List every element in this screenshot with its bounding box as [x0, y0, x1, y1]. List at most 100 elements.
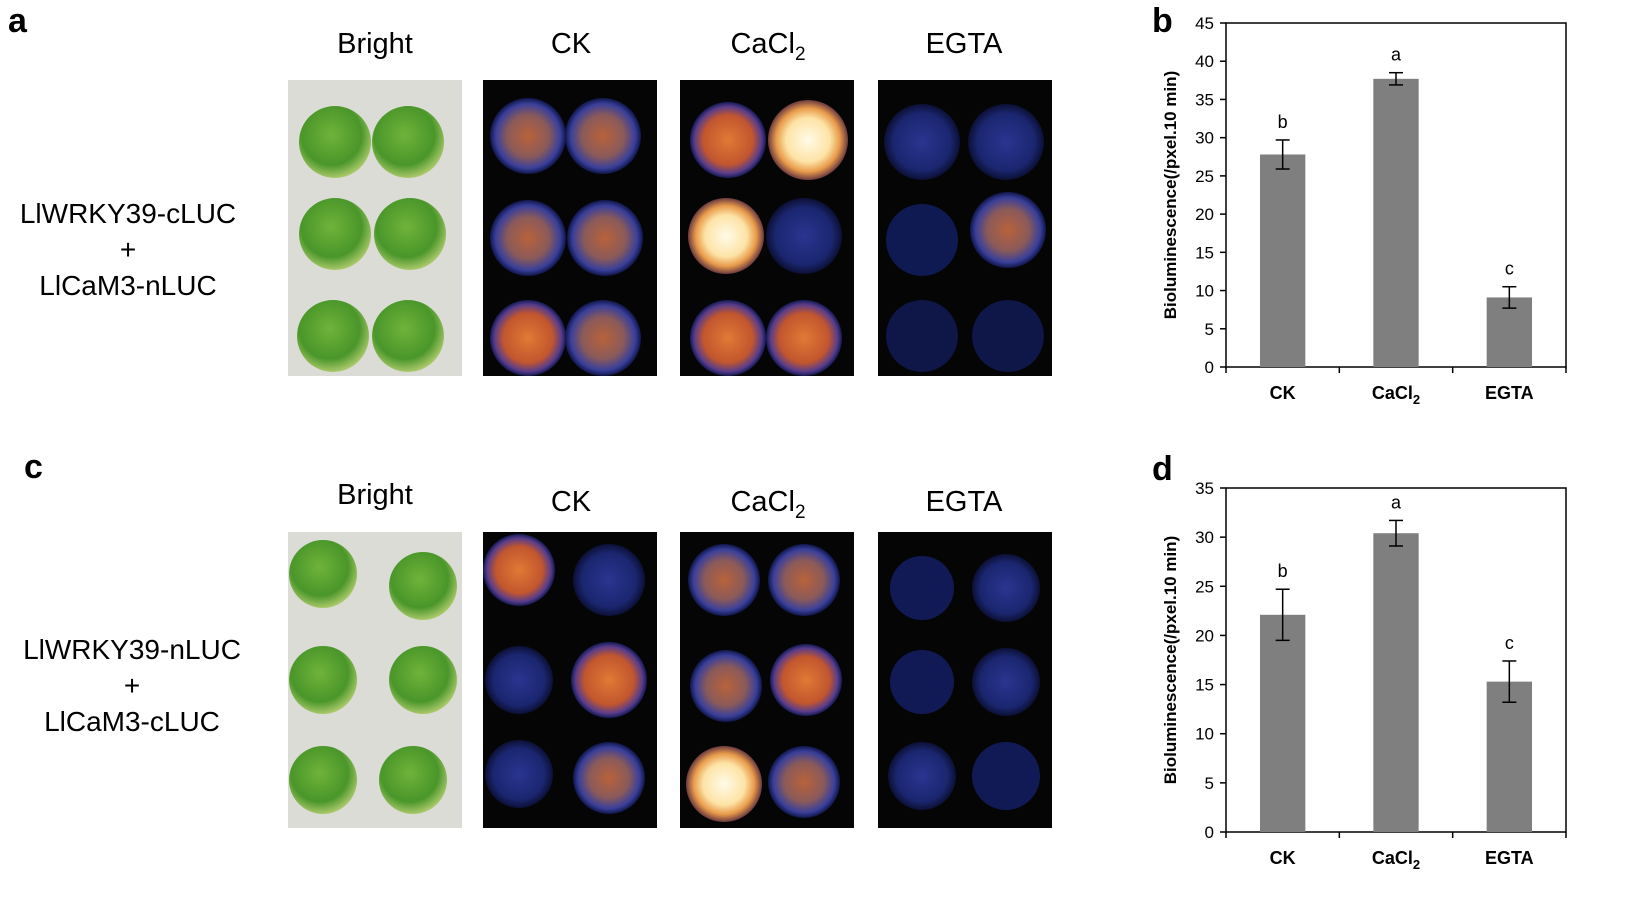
luminescent-disc [968, 104, 1044, 180]
luminescent-disc [690, 102, 766, 178]
bar [1373, 533, 1419, 832]
leaf-disc [289, 646, 357, 714]
luminescent-disc [573, 742, 645, 814]
luminescent-disc [690, 650, 762, 722]
luminescent-disc [972, 300, 1044, 372]
significance-label: c [1505, 633, 1514, 653]
category-label: EGTA [1485, 383, 1534, 403]
luminescent-disc [890, 556, 954, 620]
construct-top-plus: + [119, 234, 137, 265]
panel-label-a: a [8, 2, 27, 40]
construct-bottom-plus: + [123, 670, 141, 701]
y-tick-label: 5 [1205, 774, 1214, 793]
category-label: CK [1270, 383, 1296, 403]
luminescent-disc [565, 300, 641, 376]
luminescent-disc [886, 204, 958, 276]
significance-label: c [1505, 259, 1514, 279]
y-tick-label: 25 [1195, 577, 1214, 596]
luminescent-disc [688, 544, 760, 616]
y-tick-label: 40 [1195, 52, 1214, 71]
luminescent-disc [890, 650, 954, 714]
header-top-bright: Bright [337, 28, 413, 60]
plate-top-bright [288, 80, 462, 376]
y-tick-label: 35 [1195, 479, 1214, 498]
leaf-disc [379, 746, 447, 814]
y-axis-label: Bioluminescence(/pxel.10 min) [1161, 536, 1180, 784]
category-label: EGTA [1485, 848, 1534, 868]
header-top-cacl2-base: CaCl [730, 28, 795, 60]
luminescent-disc [483, 534, 555, 606]
leaf-disc [289, 746, 357, 814]
bar [1260, 614, 1306, 832]
header-bottom-cacl2-base: CaCl [730, 486, 795, 518]
category-label: CK [1270, 848, 1296, 868]
luminescent-disc [766, 198, 842, 274]
significance-label: b [1278, 112, 1288, 132]
y-tick-label: 15 [1195, 676, 1214, 695]
significance-label: a [1391, 492, 1402, 512]
luminescent-disc [690, 300, 766, 376]
construct-bottom-line1: LlWRKY39-nLUC [23, 634, 241, 665]
luminescent-disc [490, 98, 566, 174]
plate-top-ck [483, 80, 657, 376]
luminescent-disc [688, 198, 764, 274]
plate-bottom-ck [483, 532, 657, 828]
header-bottom-cacl2: CaCl2 [678, 488, 858, 522]
bar [1260, 154, 1306, 367]
leaf-disc [289, 540, 357, 608]
plate-bottom-cacl2 [680, 532, 854, 828]
panel-label-b: b [1152, 2, 1173, 40]
luminescent-disc [565, 98, 641, 174]
luminescent-disc [972, 648, 1040, 716]
header-top-ck: CK [550, 28, 592, 60]
leaf-disc [372, 106, 444, 178]
significance-label: b [1278, 561, 1288, 581]
header-top-cacl2: CaCl2 [678, 30, 858, 64]
luminescent-disc [485, 646, 553, 714]
significance-label: a [1391, 45, 1402, 65]
y-tick-label: 35 [1195, 90, 1214, 109]
luminescent-disc [567, 200, 643, 276]
luminescent-disc [686, 746, 762, 822]
luminescent-disc [766, 300, 842, 376]
luminescent-disc [884, 104, 960, 180]
construct-label-top: LlWRKY39-cLUC + LlCaM3-nLUC [0, 196, 258, 304]
header-bottom-cacl2-sub: 2 [794, 501, 806, 523]
y-tick-label: 10 [1195, 282, 1214, 301]
y-tick-label: 30 [1195, 528, 1214, 547]
category-label: CaCl2 [1372, 383, 1420, 407]
header-top-cacl2-sub: 2 [794, 43, 806, 65]
y-tick-label: 0 [1205, 358, 1214, 377]
header-bottom-bright: Bright [337, 479, 413, 511]
leaf-disc [299, 106, 371, 178]
category-label: CaCl2 [1372, 848, 1420, 872]
y-axis-label: Bioluminescence(/pxel.10 min) [1161, 71, 1180, 319]
leaf-disc [297, 300, 369, 372]
plate-bottom-egta [878, 532, 1052, 828]
y-tick-label: 10 [1195, 725, 1214, 744]
construct-bottom-line2: LlCaM3-cLUC [44, 706, 220, 737]
y-tick-label: 0 [1205, 823, 1214, 842]
y-tick-label: 45 [1195, 14, 1214, 33]
plate-top-cacl2 [680, 80, 854, 376]
luminescent-disc [768, 746, 840, 818]
leaf-disc [374, 198, 446, 270]
luminescent-disc [485, 740, 553, 808]
luminescent-disc [573, 544, 645, 616]
y-tick-label: 25 [1195, 167, 1214, 186]
leaf-disc [389, 646, 457, 714]
construct-label-bottom: LlWRKY39-nLUC + LlCaM3-cLUC [2, 632, 262, 740]
luminescent-disc [490, 200, 566, 276]
luminescent-disc [490, 300, 566, 376]
plate-top-egta [878, 80, 1052, 376]
bar [1486, 297, 1532, 367]
luminescent-disc [886, 300, 958, 372]
leaf-disc [389, 552, 457, 620]
panel-label-d: d [1152, 450, 1173, 488]
leaf-disc [372, 300, 444, 372]
construct-top-line2: LlCaM3-nLUC [39, 270, 217, 301]
luminescent-disc [768, 100, 848, 180]
luminescent-disc [972, 554, 1040, 622]
panel-label-c: c [24, 448, 43, 486]
y-tick-label: 20 [1195, 205, 1214, 224]
